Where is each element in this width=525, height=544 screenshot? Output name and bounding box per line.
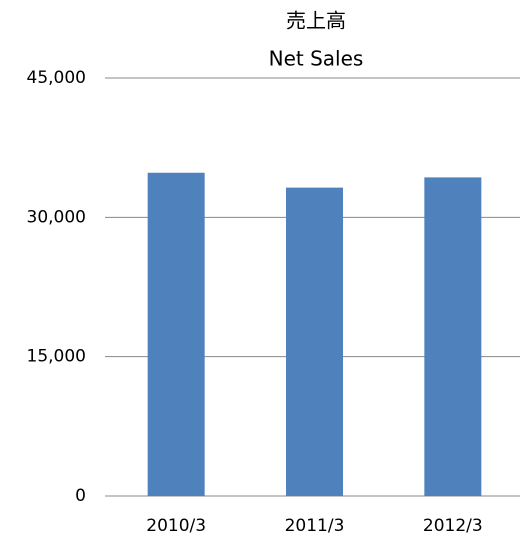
- y-tick-label: 15,000: [27, 347, 86, 367]
- bar: [286, 187, 343, 496]
- x-tick-label: 2010/3: [146, 516, 206, 536]
- chart-title: 売上高: [286, 9, 346, 33]
- y-tick-label: 30,000: [27, 207, 86, 227]
- bar: [147, 172, 205, 496]
- x-tick-label: 2012/3: [423, 516, 483, 536]
- y-tick-label: 45,000: [27, 68, 86, 88]
- x-tick-label: 2011/3: [285, 516, 345, 536]
- bar: [424, 177, 482, 496]
- y-tick-label: 0: [75, 486, 86, 506]
- chart-subtitle: Net Sales: [269, 47, 364, 71]
